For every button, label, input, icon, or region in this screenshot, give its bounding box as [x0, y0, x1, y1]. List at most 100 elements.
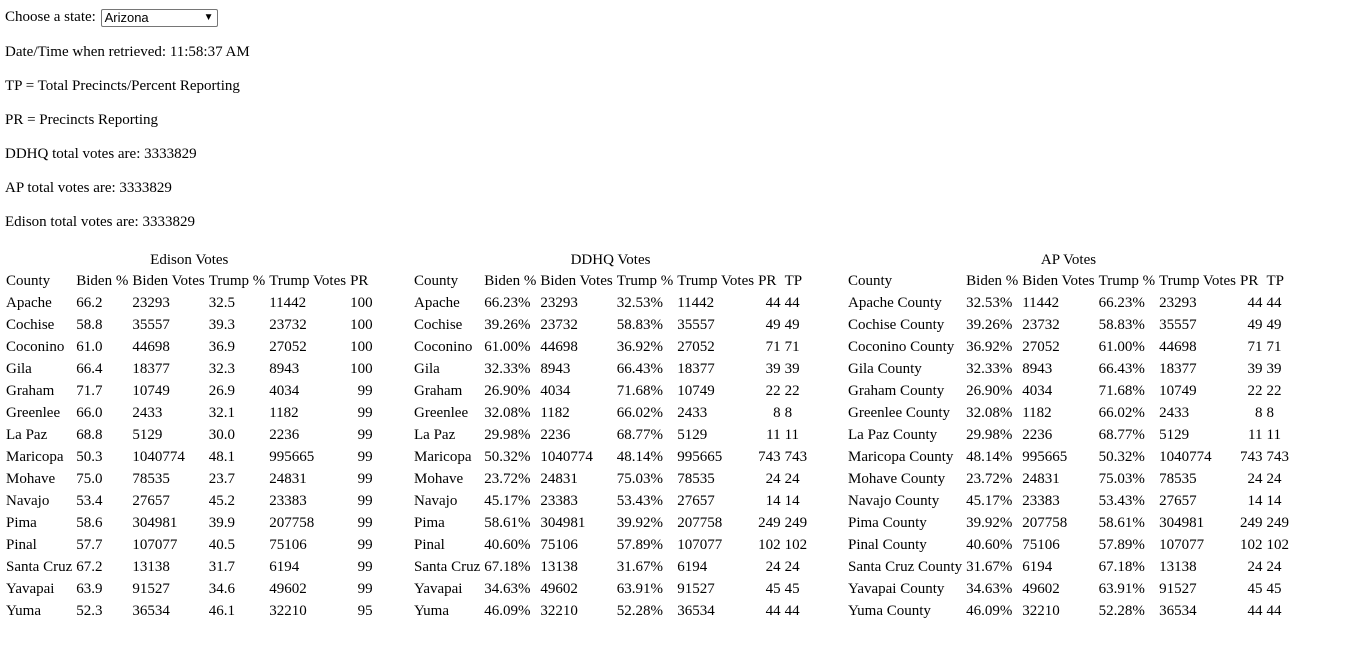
table-cell: Maricopa: [6, 449, 64, 465]
column-header: Trump %: [1098, 273, 1156, 289]
tp-legend: TP = Total Precincts/Percent Reporting: [5, 78, 240, 94]
table-cell: 14: [784, 493, 800, 509]
table-cell: 23383: [1022, 493, 1060, 509]
table-title-row: Edison Votes: [4, 250, 375, 270]
table-cell: 8: [784, 405, 793, 421]
table-cell: 11442: [677, 295, 715, 311]
table-cell: 32.08%: [966, 405, 1013, 421]
table-cell: 58.8: [76, 317, 103, 333]
table-cell: 995665: [269, 449, 315, 465]
table-cell: 46.1: [208, 603, 235, 619]
table-cell: 61.00%: [484, 339, 531, 355]
table-row: Graham County 26.90% 4034 71.68% 10749 22 22: [846, 380, 1291, 402]
column-header: PR: [1240, 273, 1259, 289]
table-cell: 45: [1247, 581, 1263, 597]
table-row: Yuma 46.09% 32210 52.28% 36534 44 44: [412, 600, 809, 622]
table-cell: Greenlee: [6, 405, 61, 421]
table-cell: 39.92%: [616, 515, 663, 531]
table-cell: 57.89%: [1098, 537, 1145, 553]
table-cell: 53.43%: [616, 493, 663, 509]
table-cell: 91527: [677, 581, 715, 597]
table-cell: 39: [765, 361, 781, 377]
table-cell: 67.2: [76, 559, 103, 575]
table-cell: 49: [1247, 317, 1263, 333]
table-cell: 66.02%: [616, 405, 663, 421]
table-cell: 50.3: [76, 449, 103, 465]
table-cell: 35557: [132, 317, 170, 333]
table-cell: 24831: [540, 471, 578, 487]
table-cell: 32210: [1022, 603, 1060, 619]
table-row: Graham 71.7 10749 26.9 4034 99: [4, 380, 375, 402]
table-cell: 24: [784, 559, 800, 575]
table-cell: 23732: [540, 317, 578, 333]
table-cell: 1182: [540, 405, 570, 421]
table-cell: 30.0: [208, 427, 235, 443]
table-cell: 36.92%: [966, 339, 1013, 355]
table-cell: Santa Cruz: [414, 559, 481, 575]
table-cell: 52.28%: [616, 603, 663, 619]
table-cell: 39: [784, 361, 800, 377]
table-cell: Apache County: [848, 295, 942, 311]
table-cell: 50.32%: [1098, 449, 1145, 465]
table-cell: 99: [357, 449, 373, 465]
table-cell: 743: [758, 449, 781, 465]
table-cell: 67.18%: [484, 559, 531, 575]
table-row: Santa Cruz 67.18% 13138 31.67% 6194 24 24: [412, 556, 809, 578]
table-cell: 27052: [269, 339, 307, 355]
table-row: Santa Cruz 67.2 13138 31.7 6194 99: [4, 556, 375, 578]
table-cell: 71: [765, 339, 781, 355]
table-cell: 99: [357, 581, 373, 597]
table-title: Edison Votes: [150, 252, 229, 268]
table-cell: 24: [765, 471, 781, 487]
table-cell: Yavapai: [6, 581, 55, 597]
table-title-row: AP Votes: [846, 250, 1291, 270]
table-cell: 34.63%: [966, 581, 1013, 597]
table-cell: Cochise County: [848, 317, 945, 333]
table-row: Yuma County 46.09% 32210 52.28% 36534 44 44: [846, 600, 1291, 622]
table-cell: 36.9: [208, 339, 235, 355]
table-cell: 1182: [269, 405, 299, 421]
column-header: Biden Votes: [132, 273, 205, 289]
table-row: Graham 26.90% 4034 71.68% 10749 22 22: [412, 380, 809, 402]
table-cell: Gila: [414, 361, 440, 377]
table-cell: Cochise: [414, 317, 463, 333]
table-cell: 71: [784, 339, 800, 355]
table-cell: 39.26%: [484, 317, 531, 333]
table-cell: 14: [1247, 493, 1263, 509]
table-cell: 32.53%: [616, 295, 663, 311]
table-cell: 53.43%: [1098, 493, 1145, 509]
table-row: Yavapai 34.63% 49602 63.91% 91527 45 45: [412, 578, 809, 600]
table-cell: 36534: [1159, 603, 1197, 619]
table-cell: 11: [784, 427, 800, 443]
table-cell: 23293: [540, 295, 578, 311]
table-cell: Pima: [414, 515, 445, 531]
table-cell: 24: [1266, 471, 1282, 487]
table-cell: 11442: [1022, 295, 1060, 311]
table-cell: 22: [1247, 383, 1263, 399]
state-select[interactable]: Arizona ▼: [100, 8, 218, 27]
table-cell: 61.00%: [1098, 339, 1145, 355]
table-cell: 40.60%: [966, 537, 1013, 553]
table-cell: 71.7: [76, 383, 103, 399]
table-cell: 45.17%: [484, 493, 531, 509]
table-row: Maricopa 50.3 1040774 48.1 995665 99: [4, 446, 375, 468]
table-cell: 23732: [1022, 317, 1060, 333]
column-header: PR: [350, 273, 369, 289]
table-cell: 99: [357, 383, 373, 399]
table-cell: 13138: [132, 559, 170, 575]
table-cell: 32.5: [208, 295, 235, 311]
table-cell: 27052: [1022, 339, 1060, 355]
table-cell: 27657: [132, 493, 170, 509]
table-row: Pima 58.6 304981 39.9 207758 99: [4, 512, 375, 534]
table-cell: 2236: [269, 427, 300, 443]
table-cell: 44: [1266, 603, 1282, 619]
table-cell: 45: [784, 581, 800, 597]
column-header: Biden Votes: [1022, 273, 1095, 289]
table-cell: 100: [350, 361, 373, 377]
table-cell: 32.1: [208, 405, 235, 421]
table-cell: Greenlee: [414, 405, 469, 421]
table-cell: Pinal: [6, 537, 37, 553]
table-cell: 58.61%: [1098, 515, 1145, 531]
table-row: Greenlee 66.0 2433 32.1 1182 99: [4, 402, 375, 424]
table-cell: 91527: [1159, 581, 1197, 597]
